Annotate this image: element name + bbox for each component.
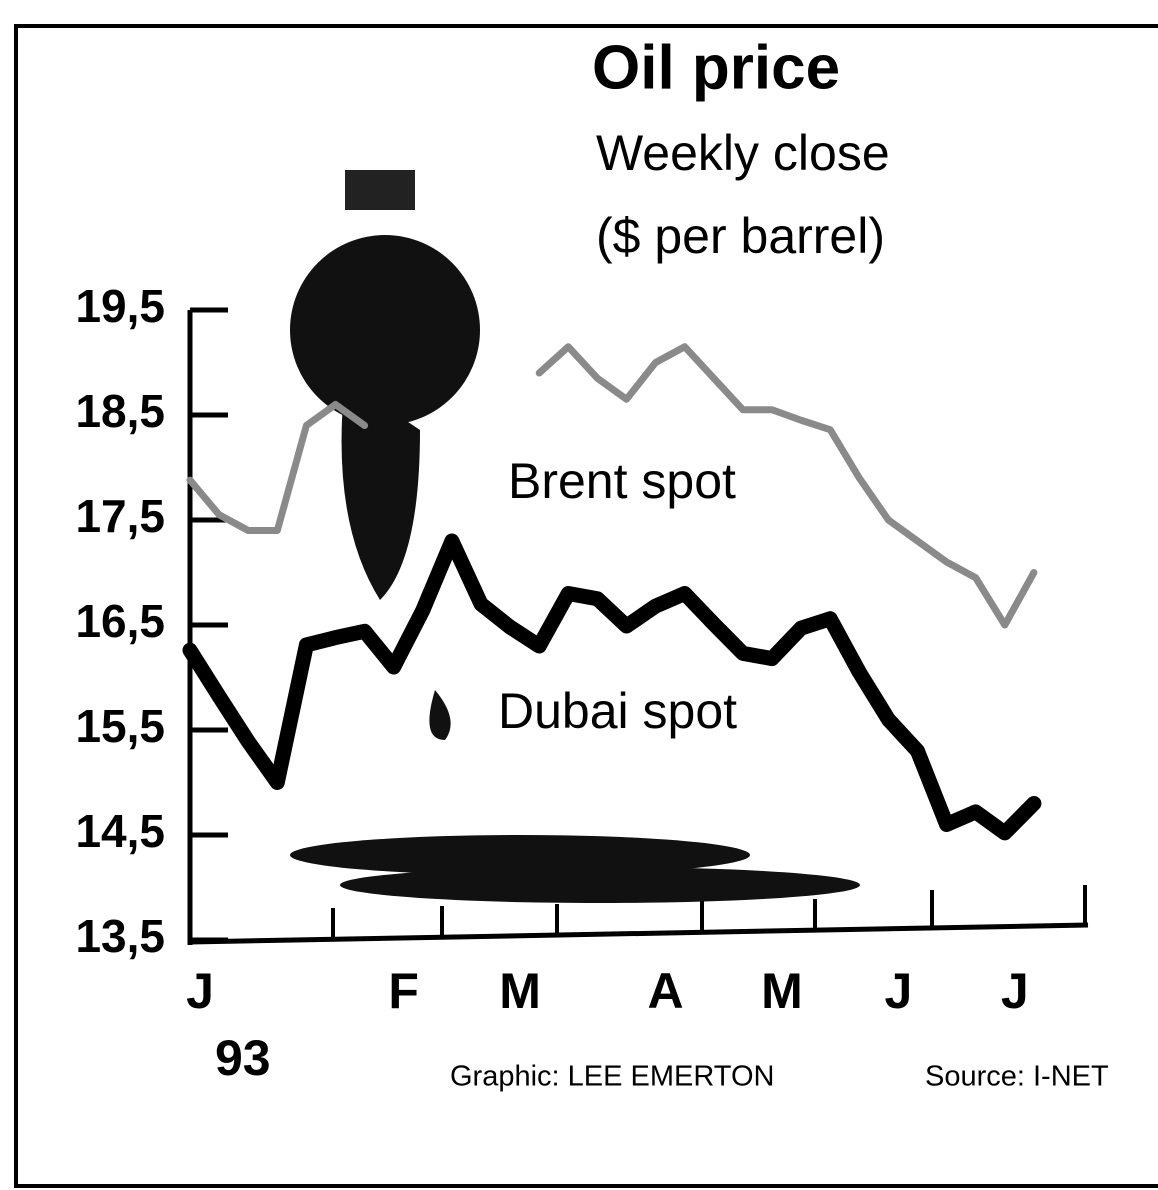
x-tick-label: F bbox=[388, 963, 419, 1019]
year-label: 93 bbox=[215, 1030, 271, 1086]
x-tick-label: A bbox=[648, 963, 684, 1019]
x-tick-label: J bbox=[186, 963, 214, 1019]
chart-title: Oil price bbox=[592, 33, 840, 102]
y-tick-label: 18,5 bbox=[75, 385, 165, 437]
chart-subtitle: ($ per barrel) bbox=[596, 208, 885, 264]
chart: Oil price Weekly close ($ per barrel) 93… bbox=[0, 0, 1158, 1190]
x-tick-label: M bbox=[761, 963, 803, 1019]
credit: Graphic: LEE EMERTON bbox=[450, 1061, 774, 1093]
x-tick-label: M bbox=[499, 963, 541, 1019]
y-tick-label: 16,5 bbox=[75, 595, 165, 647]
series-label: Dubai spot bbox=[498, 683, 737, 739]
x-tick-label: J bbox=[1001, 963, 1029, 1019]
y-tick-label: 17,5 bbox=[75, 490, 165, 542]
x-axis bbox=[190, 925, 1088, 942]
y-tick-label: 14,5 bbox=[75, 805, 165, 857]
source: Source: I-NET bbox=[925, 1061, 1109, 1093]
series-label: Brent spot bbox=[508, 453, 736, 509]
y-tick-label: 15,5 bbox=[75, 700, 165, 752]
y-tick-label: 19,5 bbox=[75, 280, 165, 332]
x-tick-label: J bbox=[884, 963, 912, 1019]
oil-illustration bbox=[290, 170, 860, 903]
chart-subtitle: Weekly close bbox=[596, 125, 890, 181]
y-tick-label: 13,5 bbox=[75, 910, 165, 962]
